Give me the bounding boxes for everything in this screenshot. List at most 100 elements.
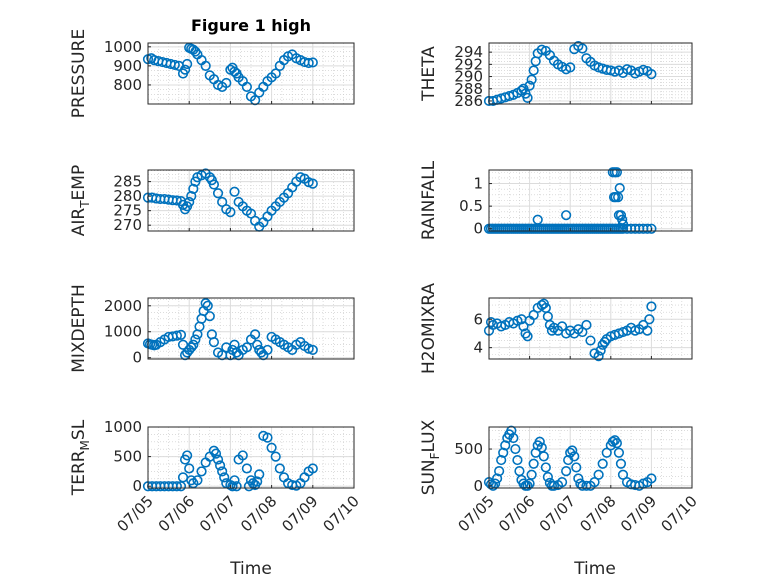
data-point — [510, 443, 521, 455]
y-axis-label: PRESSURE — [69, 29, 89, 118]
data-point — [518, 83, 529, 94]
data-point — [524, 80, 535, 91]
data-point — [530, 447, 541, 458]
data-point — [615, 210, 627, 221]
y-tick-label: 0 — [473, 220, 483, 238]
y-axis-label: TERRMSL — [69, 419, 92, 496]
data-point — [646, 301, 657, 312]
data-point — [595, 345, 606, 356]
data-point — [500, 440, 511, 451]
x-tick-label: 07/08 — [237, 492, 280, 535]
data-point — [186, 191, 197, 202]
data-point — [540, 462, 551, 473]
data-point — [169, 59, 180, 71]
y-axis-label: RAINFALL — [419, 160, 439, 240]
data-point — [538, 451, 549, 462]
data-point — [200, 298, 211, 309]
data-point — [613, 447, 625, 458]
data-point — [581, 480, 592, 491]
data-point — [571, 462, 582, 473]
data-point — [307, 463, 318, 474]
y-tick-label: 275 — [113, 202, 142, 220]
x-tick-label: 07/05 — [114, 492, 157, 535]
axes-frame — [147, 169, 355, 232]
subplot-5: 0 1000 2000 MIXDEPTH — [69, 284, 355, 373]
y-tick-label: 294 — [454, 43, 483, 61]
data-point — [593, 469, 604, 480]
data-point — [585, 335, 596, 346]
y-tick-label: 0 — [473, 477, 483, 495]
data-point — [182, 450, 193, 461]
x-tick-label: 07/10 — [320, 492, 363, 535]
axes-frame — [488, 169, 693, 232]
data-point — [188, 339, 199, 350]
data-point — [548, 480, 560, 491]
data-point — [254, 469, 265, 480]
data-point — [237, 450, 248, 461]
data-point — [256, 347, 267, 358]
data-point — [177, 472, 189, 483]
x-tick-label: 07/10 — [658, 492, 701, 535]
x-tick-label: 07/06 — [155, 492, 198, 535]
data-point — [608, 192, 620, 203]
data-point — [526, 469, 537, 480]
y-tick-label: 0.5 — [459, 197, 483, 215]
data-point — [270, 451, 281, 462]
data-point — [561, 210, 572, 221]
data-point — [599, 336, 610, 348]
data-point — [184, 196, 195, 208]
data-point — [520, 328, 531, 339]
data-point — [512, 454, 523, 466]
x-tick-label: 07/05 — [455, 492, 498, 535]
data-point — [250, 329, 261, 340]
axes-frame — [147, 42, 355, 105]
y-tick-label: 0 — [132, 477, 142, 495]
y-tick-label: 1000 — [104, 38, 142, 56]
subplot-6: 4 6 H2OMIXRA — [419, 283, 693, 374]
data-point — [208, 337, 220, 348]
data-point — [528, 65, 539, 76]
data-point — [229, 186, 240, 197]
data-point — [485, 317, 497, 328]
y-tick-label: 285 — [113, 173, 142, 191]
data-point — [542, 471, 553, 483]
data-point — [607, 167, 618, 178]
y-tick-label: 6 — [473, 310, 483, 328]
data-point — [528, 458, 539, 469]
data-point — [188, 183, 199, 194]
y-tick-label: 500 — [113, 448, 142, 466]
data-point — [485, 479, 497, 490]
data-point — [270, 68, 281, 79]
data-point — [221, 77, 232, 89]
data-point — [518, 321, 529, 332]
y-tick-label: 1000 — [104, 418, 142, 436]
data-point — [190, 334, 201, 345]
x-axis-label-left: Time — [229, 559, 272, 579]
figure-title: Figure 1 high — [191, 16, 311, 35]
data-point — [252, 339, 263, 350]
axes-frame — [488, 42, 693, 105]
x-tick-label: 07/09 — [278, 492, 321, 535]
y-tick-label: 2000 — [104, 297, 142, 315]
data-point — [241, 81, 252, 92]
data-point — [204, 311, 215, 322]
data-point — [229, 475, 240, 486]
axes-frame — [147, 297, 355, 360]
x-tick-label: 07/08 — [576, 492, 619, 535]
data-point — [532, 214, 543, 225]
data-point — [262, 344, 273, 356]
y-axis-label: H2OMIXRA — [419, 283, 439, 374]
y-tick-label: 1 — [473, 175, 483, 193]
data-point — [498, 447, 509, 458]
data-point — [182, 58, 193, 70]
data-point — [526, 74, 537, 85]
data-point — [546, 325, 558, 336]
data-point — [614, 182, 625, 194]
y-tick-label: 286 — [454, 92, 483, 110]
data-point — [184, 463, 195, 474]
data-point — [231, 347, 242, 358]
